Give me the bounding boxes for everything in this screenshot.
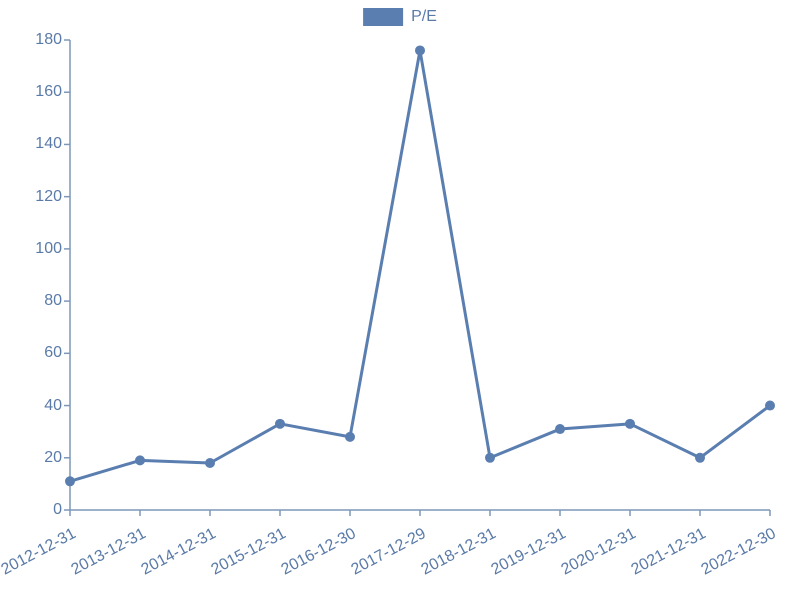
- y-tick-label: 180: [35, 31, 62, 49]
- y-tick-label: 140: [35, 135, 62, 153]
- series-line: [70, 50, 770, 481]
- y-tick-label: 0: [53, 501, 62, 519]
- data-point: [765, 401, 775, 411]
- data-point: [205, 458, 215, 468]
- chart-container: P/E 020406080100120140160180 2012-12-312…: [0, 0, 800, 600]
- y-tick-label: 40: [44, 397, 62, 415]
- data-point: [275, 419, 285, 429]
- y-tick-label: 100: [35, 240, 62, 258]
- y-tick-label: 60: [44, 344, 62, 362]
- data-point: [65, 476, 75, 486]
- y-tick-label: 120: [35, 188, 62, 206]
- data-point: [625, 419, 635, 429]
- data-point: [695, 453, 705, 463]
- y-tick-label: 20: [44, 449, 62, 467]
- data-point: [415, 45, 425, 55]
- chart-svg: [0, 0, 800, 600]
- data-point: [555, 424, 565, 434]
- y-tick-label: 160: [35, 83, 62, 101]
- data-point: [485, 453, 495, 463]
- y-tick-label: 80: [44, 292, 62, 310]
- data-point: [135, 455, 145, 465]
- data-point: [345, 432, 355, 442]
